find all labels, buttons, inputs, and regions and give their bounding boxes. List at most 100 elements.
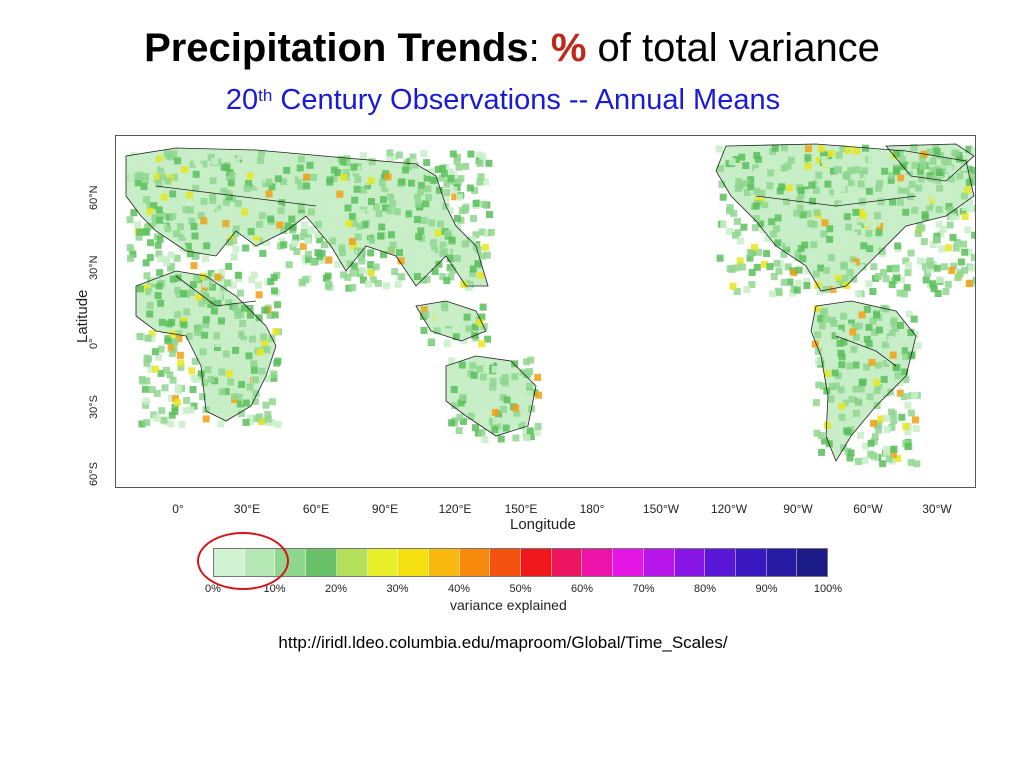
- trend-pixel: [467, 150, 475, 158]
- trend-pixel: [261, 306, 269, 314]
- trend-pixel: [886, 356, 894, 364]
- trend-pixel: [169, 213, 177, 220]
- trend-pixel: [202, 316, 210, 324]
- trend-pixel: [356, 222, 364, 230]
- trend-pixel: [199, 348, 207, 356]
- trend-pixel: [719, 193, 727, 201]
- trend-pixel: [761, 260, 768, 268]
- trend-pixel: [176, 223, 184, 231]
- trend-pixel: [497, 435, 505, 443]
- trend-pixel: [247, 311, 254, 319]
- trend-pixel: [780, 164, 788, 172]
- trend-pixel: [476, 319, 484, 326]
- trend-pixel: [758, 184, 766, 192]
- x-tick-label: 180°: [579, 502, 605, 516]
- trend-pixel: [944, 244, 952, 252]
- internal-boundary: [835, 335, 897, 367]
- trend-pixel: [481, 178, 489, 186]
- trend-pixel: [841, 274, 849, 282]
- trend-pixel: [850, 231, 858, 239]
- trend-pixel: [435, 260, 443, 268]
- trend-pixel: [158, 318, 166, 326]
- trend-pixel: [835, 151, 843, 159]
- trend-pixel: [935, 206, 943, 213]
- trend-pixel: [202, 321, 210, 329]
- trend-pixel: [191, 253, 199, 260]
- trend-pixel: [264, 415, 272, 423]
- trend-pixel: [481, 415, 489, 423]
- trend-pixel: [154, 173, 161, 180]
- trend-pixel-layer: [126, 144, 975, 468]
- trend-pixel: [971, 231, 975, 239]
- trend-pixel: [883, 426, 891, 433]
- trend-pixel: [857, 392, 865, 400]
- trend-pixel: [883, 449, 890, 457]
- trend-pixel: [773, 259, 781, 267]
- trend-pixel: [477, 173, 485, 181]
- trend-pixel: [951, 208, 959, 216]
- trend-pixel: [372, 241, 380, 249]
- trend-pixel: [836, 399, 844, 407]
- trend-pixel: [535, 391, 543, 399]
- trend-pixel: [889, 198, 897, 206]
- trend-pixel: [728, 265, 736, 273]
- trend-pixel: [917, 175, 925, 183]
- trend-pixel: [349, 269, 357, 277]
- trend-pixel: [340, 271, 348, 279]
- trend-pixel: [491, 426, 499, 433]
- trend-pixel: [876, 179, 884, 187]
- trend-pixel: [933, 236, 941, 244]
- trend-pixel: [242, 418, 250, 426]
- trend-pixel: [209, 177, 217, 185]
- trend-pixel: [189, 386, 197, 393]
- trend-pixel: [811, 340, 819, 348]
- colorbar-tick-label: 20%: [324, 583, 348, 595]
- trend-pixel: [961, 203, 969, 211]
- colorbar-segment: [797, 549, 828, 576]
- trend-pixel: [227, 378, 235, 386]
- trend-pixel: [470, 371, 478, 379]
- colorbar-segment: [674, 549, 706, 576]
- trend-pixel: [280, 227, 288, 235]
- trend-pixel: [381, 204, 389, 212]
- trend-pixel: [137, 292, 144, 300]
- trend-pixel: [241, 208, 249, 216]
- trend-pixel: [232, 157, 240, 165]
- trend-pixel: [469, 265, 477, 273]
- trend-pixel: [728, 158, 736, 166]
- trend-pixel: [812, 270, 820, 278]
- trend-pixel: [358, 257, 366, 265]
- trend-pixel: [214, 273, 222, 281]
- trend-pixel: [369, 276, 377, 284]
- trend-pixel: [939, 225, 947, 233]
- trend-pixel: [828, 351, 836, 359]
- trend-pixel: [831, 204, 839, 212]
- trend-pixel: [298, 172, 306, 180]
- trend-pixel: [234, 200, 242, 207]
- trend-pixel: [461, 240, 469, 248]
- trend-pixel: [202, 280, 209, 288]
- trend-pixel: [900, 180, 908, 188]
- trend-pixel: [827, 254, 835, 262]
- trend-pixel: [164, 337, 172, 345]
- x-tick-label: 60°W: [853, 502, 883, 516]
- trend-pixel: [211, 158, 219, 165]
- trend-pixel: [260, 333, 268, 341]
- trend-pixel: [748, 268, 756, 276]
- trend-pixel: [965, 280, 973, 288]
- x-tick-label: 30°E: [233, 502, 261, 516]
- trend-pixel: [344, 204, 352, 212]
- trend-pixel: [190, 402, 198, 410]
- trend-pixel: [297, 202, 305, 210]
- trend-pixel: [511, 373, 519, 381]
- trend-pixel: [847, 179, 855, 187]
- trend-pixel: [446, 207, 454, 215]
- trend-pixel: [204, 366, 212, 374]
- source-url[interactable]: http://iridl.ldeo.columbia.edu/maproom/G…: [278, 633, 728, 652]
- trend-pixel: [330, 201, 338, 209]
- trend-pixel: [511, 360, 519, 368]
- trend-pixel: [293, 248, 301, 255]
- trend-pixel: [898, 413, 906, 421]
- trend-pixel: [256, 220, 264, 228]
- trend-pixel: [926, 148, 934, 156]
